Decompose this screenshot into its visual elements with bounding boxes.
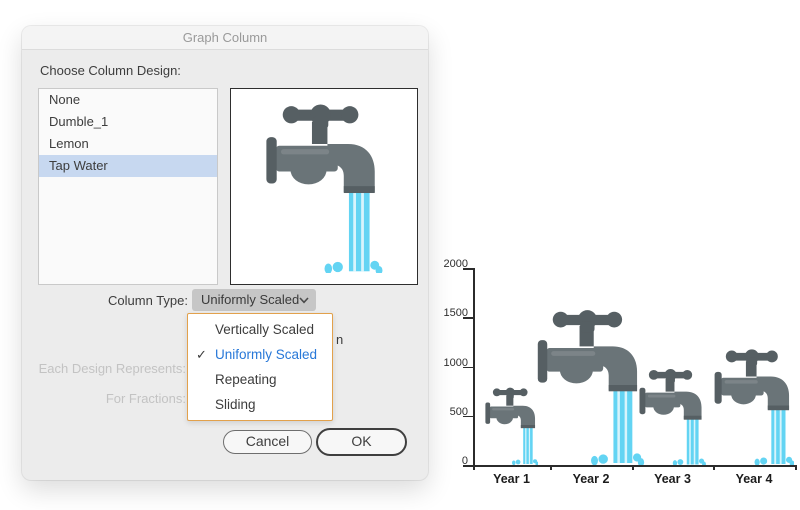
design-label: None	[49, 92, 81, 107]
tap-column-graphic	[538, 310, 645, 465]
design-list-item-lemon[interactable]: Lemon	[39, 133, 217, 155]
chevron-down-icon	[299, 297, 309, 304]
column-type-menu: Vertically Scaled ✓ Uniformly Scaled Rep…	[187, 313, 333, 421]
y-tick	[463, 268, 473, 270]
design-list-item-dumble1[interactable]: Dumble_1	[39, 111, 217, 133]
menu-item-vertically-scaled[interactable]: Vertically Scaled	[188, 317, 332, 342]
cancel-button[interactable]: Cancel	[223, 430, 312, 454]
obscured-checkbox-label-fragment: n	[336, 332, 344, 347]
y-tick	[463, 366, 473, 368]
menu-item-label: Repeating	[215, 372, 277, 387]
design-list-item-tap-water[interactable]: Tap Water	[39, 155, 217, 177]
tap-column-graphic	[485, 387, 539, 465]
menu-item-label: Vertically Scaled	[215, 322, 315, 337]
tap-column-graphic	[714, 349, 795, 465]
graph-column-dialog: Graph Column Choose Column Design: None …	[22, 26, 428, 480]
design-label: Lemon	[49, 136, 89, 151]
y-tick-label: 2000	[443, 258, 468, 270]
design-label: Dumble_1	[49, 114, 109, 129]
each-design-represents-label: Each Design Represents:	[38, 361, 186, 376]
for-fractions-label: For Fractions:	[105, 391, 186, 406]
menu-item-uniformly-scaled[interactable]: ✓ Uniformly Scaled	[188, 342, 332, 367]
y-tick-label: 500	[449, 405, 468, 418]
design-list: None Dumble_1 Lemon Tap Water	[38, 88, 218, 285]
x-tick	[795, 465, 797, 470]
menu-item-label: Sliding	[215, 397, 256, 412]
column-type-label: Column Type:	[108, 293, 188, 308]
y-tick-label: 1500	[443, 307, 468, 320]
x-tick	[550, 465, 552, 470]
tap-column-graphic	[639, 368, 706, 465]
column-type-dropdown[interactable]: Uniformly Scaled	[192, 289, 316, 311]
column-type-value: Uniformly Scaled	[201, 292, 300, 307]
menu-item-sliding[interactable]: Sliding	[188, 392, 332, 417]
dialog-titlebar[interactable]: Graph Column	[22, 26, 428, 50]
menu-item-repeating[interactable]: Repeating	[188, 367, 332, 392]
category-label: Year 3	[654, 472, 691, 486]
y-tick	[463, 465, 473, 467]
preview-tap-graphic	[266, 103, 383, 273]
dialog-title: Graph Column	[182, 30, 268, 45]
x-tick	[632, 465, 634, 470]
x-axis	[473, 465, 796, 467]
y-axis	[473, 268, 475, 470]
category-label: Year 1	[493, 472, 530, 486]
y-tick-label: 1000	[443, 356, 468, 369]
design-list-item-none[interactable]: None	[39, 89, 217, 111]
category-label: Year 2	[572, 472, 610, 486]
y-tick-label: 0	[461, 455, 468, 467]
choose-column-design-label: Choose Column Design:	[40, 63, 181, 78]
menu-item-label: Uniformly Scaled	[215, 347, 318, 362]
category-label: Year 4	[735, 472, 773, 486]
ok-button[interactable]: OK	[316, 428, 407, 456]
y-tick	[463, 317, 473, 319]
x-tick	[713, 465, 715, 470]
design-preview	[230, 88, 418, 285]
check-icon: ✓	[196, 347, 207, 362]
design-label: Tap Water	[49, 158, 108, 173]
y-tick	[463, 415, 473, 418]
tap-water-pictograph-chart: 0 500 1000 1500 2000 Year 1 Year 2 Year 3 Year 4	[440, 245, 800, 505]
